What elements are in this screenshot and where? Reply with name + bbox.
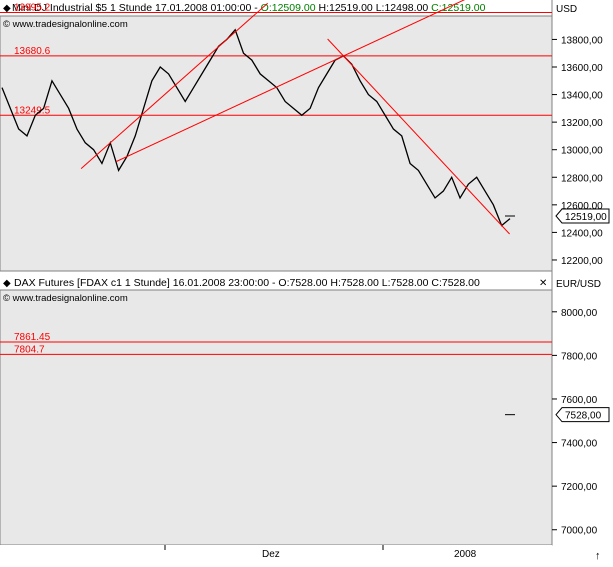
y-tick-label: 7000,00 — [561, 526, 598, 537]
bottom-header-bar — [0, 275, 534, 289]
price-axis[interactable] — [553, 0, 613, 562]
bottom-unit: EUR/USD — [556, 279, 601, 290]
trend-line[interactable] — [80, 2, 268, 170]
y-tick-label: 7200,00 — [561, 482, 598, 493]
level-label: 13680.6 — [14, 46, 51, 57]
y-tick-label: 12400,00 — [561, 228, 603, 239]
top-header-bar — [0, 0, 516, 15]
y-tick-label: 7400,00 — [561, 439, 598, 450]
y-tick-label: 12800,00 — [561, 173, 603, 184]
top-unit: USD — [556, 4, 577, 15]
price-line[interactable] — [1, 28, 511, 227]
level-label: 7804.7 — [14, 344, 45, 355]
last-price-label: 7528,00 — [565, 411, 602, 422]
y-tick-label: 12200,00 — [561, 256, 603, 267]
top-watermark: © www.tradesignalonline.com — [3, 19, 128, 30]
y-tick-label: 13200,00 — [561, 118, 603, 129]
scroll-arrow-icon[interactable]: ↑ — [595, 550, 601, 562]
level-label: 13995.2 — [14, 3, 51, 14]
y-tick-label: 7800,00 — [561, 351, 598, 362]
y-tick-label: 13000,00 — [561, 146, 603, 157]
bottom-menu-icon[interactable]: ◆ — [3, 278, 11, 289]
top-plot-area[interactable] — [0, 15, 553, 272]
top-header: Mini DJ Industrial $5 1 Stunde 17.01.200… — [12, 2, 486, 14]
level-label: 7861.45 — [14, 332, 51, 343]
y-tick-label: 7600,00 — [561, 395, 598, 406]
x-label-2008: 2008 — [454, 549, 477, 560]
y-tick-label: 13400,00 — [561, 91, 603, 102]
y-tick-label: 8000,00 — [561, 308, 598, 319]
y-tick-label: 13800,00 — [561, 35, 603, 46]
trend-line[interactable] — [327, 38, 510, 235]
last-price-label: 12519,00 — [565, 212, 607, 223]
last-price-tag[interactable] — [555, 407, 610, 423]
bottom-plot-area[interactable] — [0, 289, 553, 546]
level-label: 13249.5 — [14, 105, 51, 116]
trend-line[interactable] — [115, 0, 549, 163]
time-axis[interactable] — [0, 545, 552, 562]
top-menu-icon[interactable]: ◆ — [3, 3, 11, 14]
last-price-tag[interactable] — [555, 208, 610, 224]
bottom-close-icon[interactable]: ✕ — [539, 278, 547, 289]
y-tick-label: 13600,00 — [561, 63, 603, 74]
bottom-watermark: © www.tradesignalonline.com — [3, 293, 128, 304]
x-label-dez: Dez — [262, 549, 280, 560]
bottom-header: DAX Futures [FDAX c1 1 Stunde] 16.01.200… — [14, 277, 480, 289]
y-tick-label: 12600,00 — [561, 201, 603, 212]
